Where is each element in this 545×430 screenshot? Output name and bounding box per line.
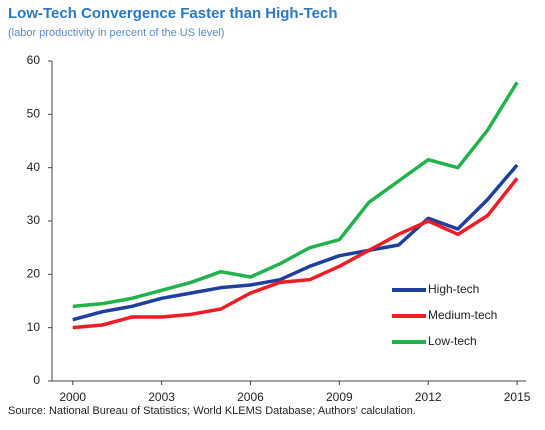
legend-label: High-tech bbox=[428, 282, 479, 296]
x-tick-label: 2000 bbox=[59, 390, 86, 404]
y-tick-label: 20 bbox=[27, 267, 41, 281]
y-tick-label: 10 bbox=[27, 320, 41, 334]
x-tick-label: 2012 bbox=[415, 390, 442, 404]
x-tick-label: 2009 bbox=[326, 390, 353, 404]
series-line bbox=[72, 177, 519, 330]
y-tick-label: 40 bbox=[27, 160, 41, 174]
legend-label: Medium-tech bbox=[428, 308, 497, 322]
series-line bbox=[72, 81, 519, 309]
x-tick-label: 2015 bbox=[504, 390, 531, 404]
chart-subtitle: (labor productivity in percent of the US… bbox=[8, 27, 224, 39]
x-tick-label: 2003 bbox=[148, 390, 175, 404]
y-tick-label: 50 bbox=[27, 107, 41, 121]
source-note: Source: National Bureau of Statistics; W… bbox=[8, 405, 416, 417]
y-tick-label: 0 bbox=[33, 373, 40, 387]
x-tick-label: 2006 bbox=[237, 390, 264, 404]
series-line bbox=[72, 163, 519, 322]
y-tick-label: 60 bbox=[27, 53, 41, 67]
legend-label: Low-tech bbox=[428, 334, 477, 348]
y-tick-label: 30 bbox=[27, 213, 41, 227]
chart-title: Low-Tech Convergence Faster than High-Te… bbox=[8, 5, 338, 22]
